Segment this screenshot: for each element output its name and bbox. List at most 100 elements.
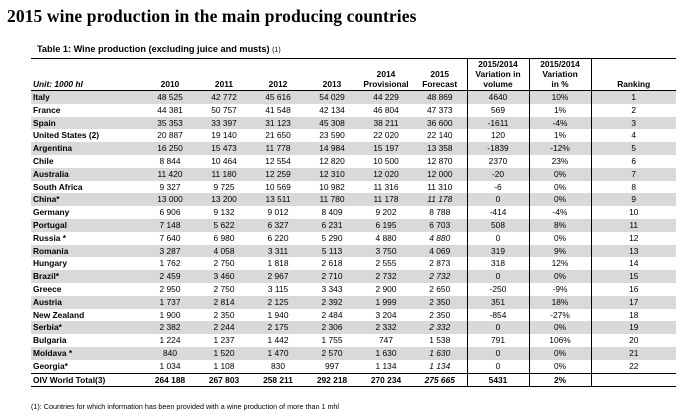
variation-percent: 12% (528, 257, 591, 271)
value-2012: 9 012 (267, 207, 289, 218)
total-2010: 264 188 (143, 372, 197, 388)
value-2012: 41 548 (265, 104, 291, 115)
total-label-note: (3) (95, 374, 106, 385)
value-2012: 1 818 (267, 258, 289, 269)
value-2013: 2 710 (305, 270, 359, 283)
header-variation-volume: 2015/2014 Variation in volume (466, 58, 529, 91)
value-2015: 36 600 (413, 116, 467, 130)
value-2014: 9 202 (375, 207, 397, 218)
value-2015: 48 869 (413, 90, 467, 104)
value-2014: 1 630 (359, 346, 413, 360)
value-2012: 1 470 (251, 346, 305, 360)
value-2013: 54 029 (305, 90, 359, 104)
country-label: China* (33, 194, 60, 205)
value-2010: 48 525 (143, 90, 197, 104)
country-name: Portugal (31, 218, 143, 232)
ranking: 15 (590, 270, 676, 283)
variation-volume: -1839 (466, 142, 529, 155)
value-2012: 2 967 (251, 270, 305, 283)
value-2012: 12 259 (251, 167, 305, 181)
value-2010: 7 640 (159, 232, 181, 243)
value-2011: 1 108 (213, 360, 235, 371)
header-2015: 2015 Forecast (413, 59, 467, 91)
variation-percent: 23% (528, 154, 591, 168)
table-row: France 44 381 50 757 41 548 42 134 46 804 47 3… (31, 103, 676, 117)
table-row: New Zealand 1 900 2 350 1 940 2 484 3 204 2 35… (31, 308, 676, 322)
table-row: Australia 11 420 11 180 12 259 12 310 12 020 1… (31, 167, 676, 181)
value-2011: 2 350 (213, 309, 235, 320)
value-2012: 830 (271, 360, 285, 371)
variation-volume: -250 (466, 282, 529, 296)
value-2014: 4 880 (375, 232, 397, 243)
value-2013: 6 231 (305, 218, 359, 232)
table-caption-note: (1) (272, 47, 281, 54)
country-name: Australia (31, 167, 143, 181)
value-2011: 4 058 (197, 244, 251, 258)
country-name: Georgia* (31, 360, 143, 373)
variation-volume: 0 (466, 270, 529, 283)
value-2012: 2 125 (251, 295, 305, 309)
value-2011: 3 460 (197, 270, 251, 283)
value-2013: 10 982 (319, 181, 345, 192)
value-2013: 3 343 (321, 283, 343, 294)
value-2015: 1 538 (429, 335, 451, 346)
country-name: Austria (31, 295, 143, 309)
ranking: 12 (590, 231, 676, 245)
value-2014: 2 900 (375, 283, 397, 294)
variation-percent: 1% (528, 103, 591, 117)
value-2015: 22 140 (426, 130, 453, 141)
ranking: 5 (590, 142, 676, 155)
table-row: Greece 2 950 2 750 3 115 3 343 2 900 2 650 -250… (31, 282, 676, 296)
value-2010: 1 900 (159, 309, 181, 320)
value-2014: 3 750 (359, 244, 413, 258)
total-label-text: OIV World Total (33, 374, 96, 385)
country-name: China* (31, 193, 143, 207)
country-label: Georgia* (33, 360, 68, 371)
table-row: Italy 48 525 42 772 45 616 54 029 44 229 48 86… (31, 90, 676, 104)
value-2011: 6 980 (213, 232, 235, 243)
table-row: Austria 1 737 2 814 2 125 2 392 1 999 2 350 351… (31, 295, 676, 309)
country-label: Bulgaria (33, 335, 67, 346)
variation-percent: 0% (528, 321, 591, 335)
header-var-pct-l3: in % (551, 79, 569, 89)
table-row: United States (2) 20 887 19 140 21 650 23 59… (31, 129, 676, 143)
country-label: Greece (33, 283, 62, 294)
ranking: 18 (590, 308, 676, 322)
header-2014-year: 2014 (376, 69, 396, 79)
variation-percent: 106% (528, 334, 591, 347)
value-2013: 2 392 (305, 295, 359, 309)
header-2010: 2010 (160, 79, 180, 89)
ranking: 17 (590, 295, 676, 309)
header-var-pct-l2: Variation (542, 69, 578, 79)
value-2014: 46 804 (373, 104, 399, 115)
value-2012: 6 327 (251, 218, 305, 232)
value-2013: 23 590 (319, 130, 345, 141)
value-2011: 2 750 (213, 283, 235, 294)
variation-percent: 10% (528, 90, 591, 104)
value-2011: 1 520 (197, 346, 251, 360)
country-label: Chile (33, 155, 54, 166)
value-2011: 2 750 (213, 258, 235, 269)
value-2011: 5 622 (197, 218, 251, 232)
header-2012: 2012 (268, 79, 288, 89)
value-2014: 2 732 (359, 270, 413, 283)
variation-volume: 351 (466, 295, 529, 309)
value-2015: 2 873 (429, 258, 451, 269)
value-2014: 2 332 (359, 321, 413, 335)
value-2015: 8 788 (429, 207, 451, 218)
value-2013: 8 409 (321, 207, 343, 218)
variation-percent: 0% (528, 270, 591, 283)
variation-percent: 9% (528, 244, 591, 258)
value-2011: 1 237 (213, 335, 235, 346)
value-2014: 6 195 (359, 218, 413, 232)
total-2014: 270 234 (359, 372, 413, 388)
value-2010: 44 381 (157, 104, 183, 115)
value-2012: 6 220 (267, 232, 289, 243)
unit-header: Unit: 1000 hl (33, 79, 83, 89)
country-name: Spain (31, 116, 143, 130)
ranking: 2 (590, 103, 676, 117)
variation-volume: -1611 (466, 116, 529, 130)
ranking: 1 (590, 90, 676, 104)
value-2015: 11 310 (427, 181, 453, 192)
value-2013: 5 290 (321, 232, 343, 243)
